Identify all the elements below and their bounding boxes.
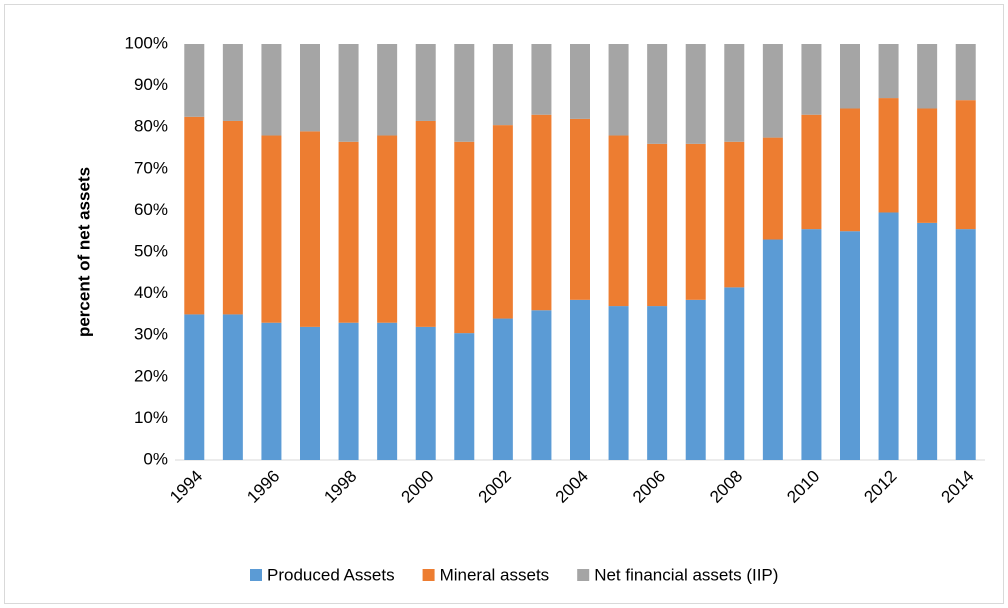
bar-segment (685, 143, 706, 300)
bar-segment (222, 314, 243, 460)
bar-segment (917, 44, 938, 109)
bar-segment (338, 141, 359, 323)
bar-segment (955, 100, 976, 230)
bar-segment (840, 44, 860, 109)
bar-segment (415, 44, 436, 121)
bar-segment (801, 44, 822, 115)
bar-segment (685, 44, 706, 144)
bar-segment (454, 141, 475, 334)
bar-segment (377, 322, 398, 460)
bar-segment (531, 44, 552, 115)
y-tick-label: 0% (143, 449, 168, 468)
bar-segment (184, 44, 205, 117)
bar-segment (300, 44, 320, 132)
legend-swatch (250, 569, 262, 581)
bar-segment (608, 135, 629, 307)
bar-segment (492, 318, 513, 460)
bar-segment (570, 118, 590, 300)
bar-segment (801, 114, 822, 230)
bar-segment (724, 141, 745, 288)
bar-segment (878, 98, 899, 213)
bar-segment (762, 137, 783, 240)
bar-segment (222, 120, 243, 315)
legend-swatch (577, 569, 590, 581)
bar-segment (454, 44, 475, 142)
bar-segment (570, 44, 590, 119)
bar-segment (840, 108, 860, 232)
y-tick-label: 90% (134, 75, 168, 94)
bar-segment (300, 131, 320, 327)
bar-segment (377, 135, 398, 323)
bar-segment (801, 229, 822, 460)
bar-segment (300, 326, 320, 460)
bar-segment (184, 314, 205, 460)
bar-segment (955, 229, 976, 460)
bar-segment (184, 116, 205, 315)
bar-segment (492, 44, 513, 126)
bar-segment (685, 299, 706, 460)
bar-segment (878, 44, 899, 99)
bar-segment (840, 231, 860, 460)
bar-segment (647, 143, 668, 307)
bar-segment (608, 306, 629, 460)
y-tick-label: 80% (134, 117, 168, 136)
bar-segment (261, 135, 282, 323)
bar-segment (338, 44, 359, 142)
bar-segment (531, 114, 552, 311)
y-tick-label: 30% (134, 325, 168, 344)
bar-segment (377, 44, 398, 136)
legend-label: Produced Assets (267, 565, 395, 584)
legend-label: Mineral assets (440, 565, 550, 584)
y-axis-title: percent of net assets (74, 167, 93, 337)
bar-segment (261, 44, 282, 136)
y-tick-label: 70% (134, 158, 168, 177)
y-tick-label: 40% (134, 283, 168, 302)
bar-segment (762, 239, 783, 460)
y-tick-label: 20% (134, 366, 168, 385)
bar-segment (762, 44, 783, 138)
bar-segment (492, 125, 513, 319)
bar-segment (415, 120, 436, 327)
bar-segment (570, 299, 590, 460)
bar-segment (338, 322, 359, 460)
bar-segment (647, 44, 668, 144)
bar-segment (724, 287, 745, 460)
y-tick-label: 50% (134, 241, 168, 260)
bar-segment (608, 44, 629, 136)
y-tick-label: 100% (125, 33, 168, 52)
bar-segment (222, 44, 243, 121)
bar-segment (454, 333, 475, 460)
legend-swatch (422, 569, 435, 581)
bar-segment (917, 222, 938, 460)
bar-segment (955, 44, 976, 101)
bar-segment (724, 44, 745, 142)
bar-segment (917, 108, 938, 223)
y-tick-label: 60% (134, 200, 168, 219)
y-tick-label: 10% (134, 408, 168, 427)
bar-segment (415, 326, 436, 460)
bar-segment (261, 322, 282, 460)
legend-label: Net financial assets (IIP) (594, 565, 778, 584)
bar-segment (531, 310, 552, 460)
bar-segment (878, 212, 899, 460)
bar-segment (647, 306, 668, 460)
